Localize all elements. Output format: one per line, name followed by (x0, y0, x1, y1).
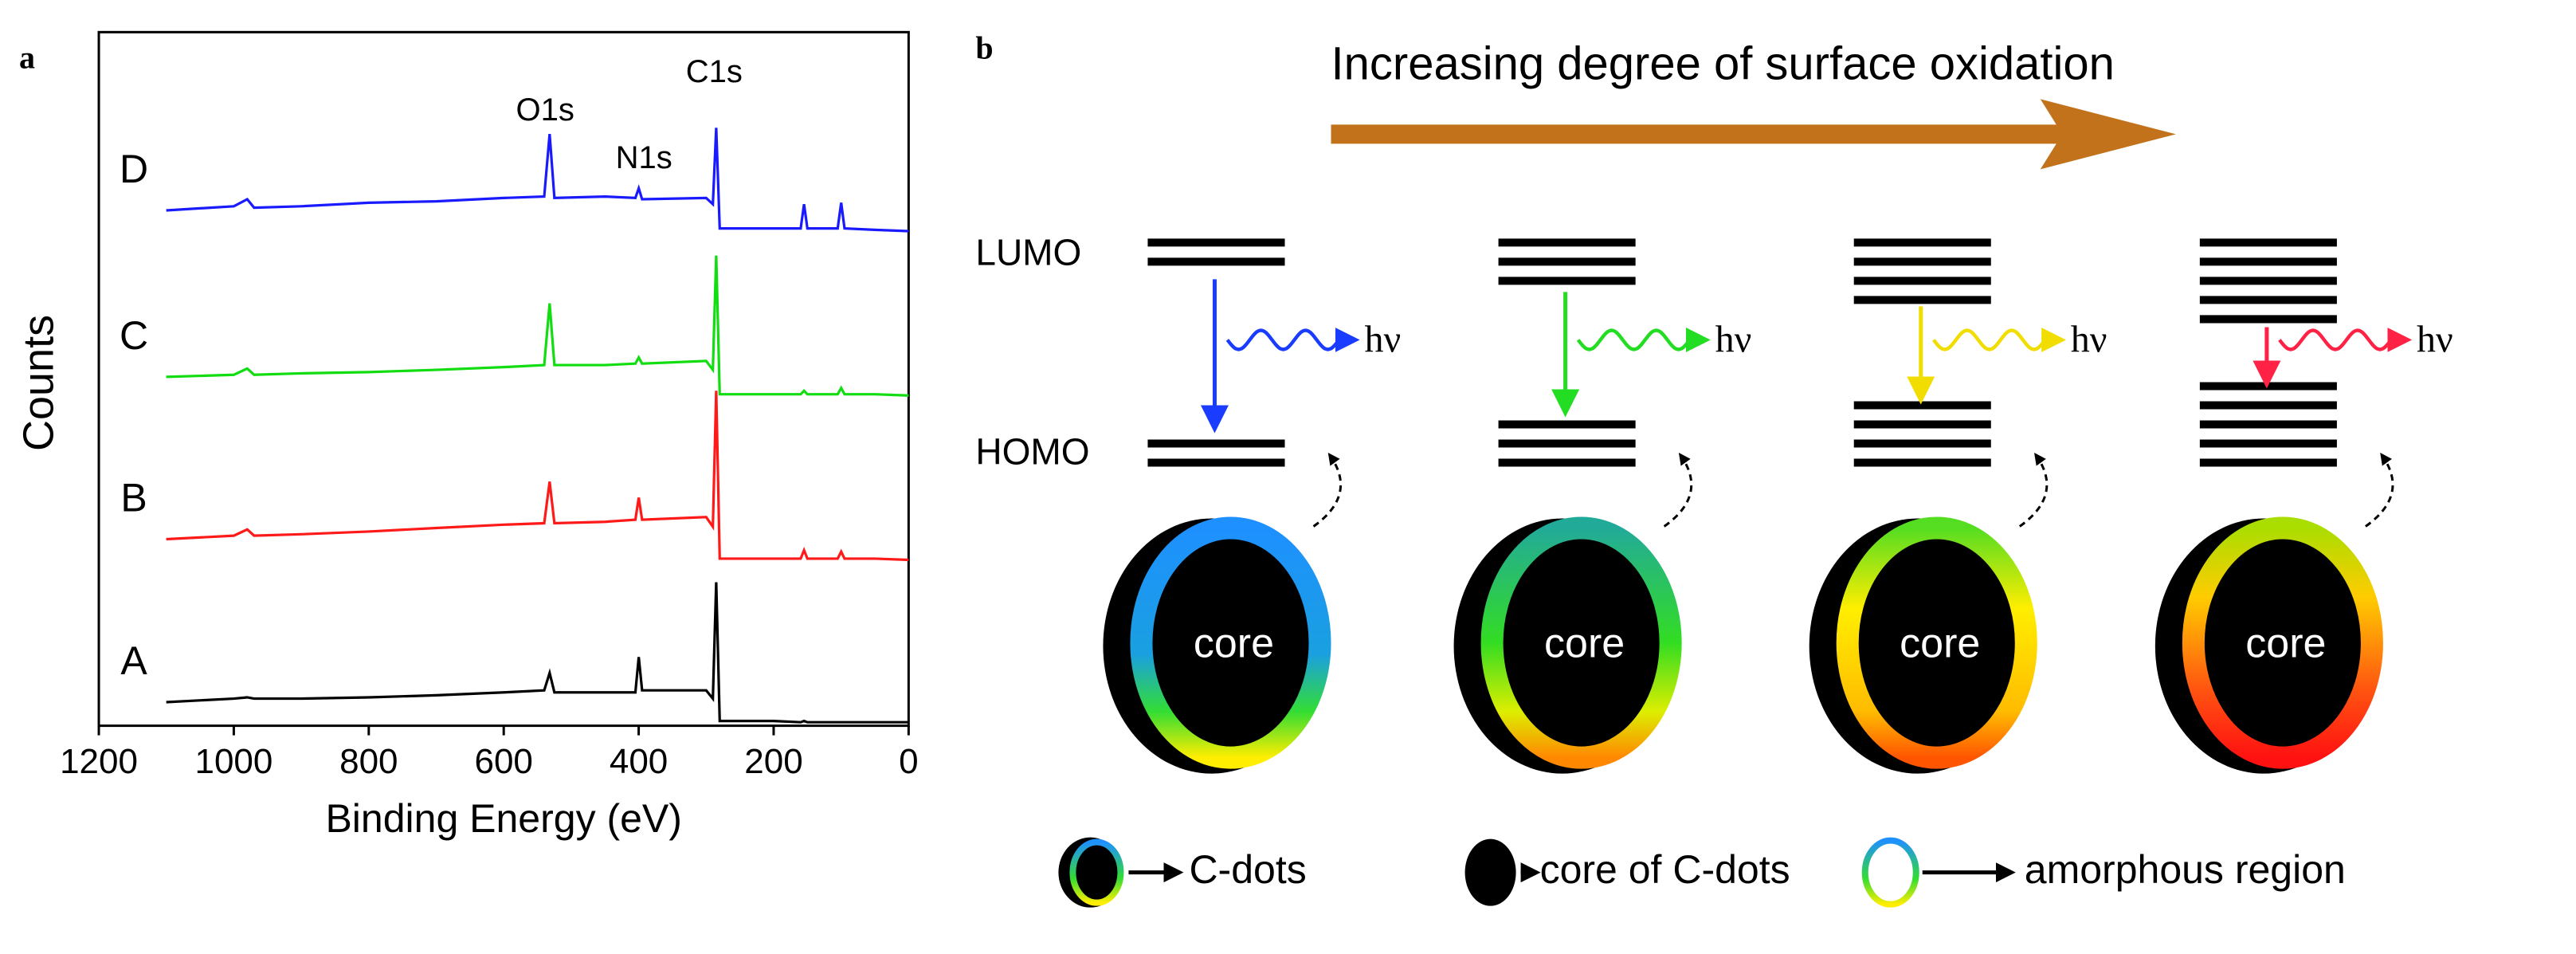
amorphous-shell (1130, 516, 1331, 769)
level-label: LUMO (975, 232, 1081, 273)
legend-label: core of C-dots (1540, 847, 1790, 892)
photon-wave (1576, 328, 1711, 352)
dashed-arrow (2365, 453, 2394, 528)
core-label: core (1544, 620, 1625, 666)
core-label: core (2245, 620, 2326, 666)
x-tick-label: 1000 (194, 742, 272, 781)
peak-label: O1s (516, 92, 574, 128)
spectrum-line (166, 582, 909, 724)
x-axis-label: Binding Energy (eV) (325, 796, 681, 841)
photon-label: hν (1715, 318, 1752, 360)
dashed-arrow (1663, 453, 1693, 528)
core-label: core (1194, 620, 1274, 666)
panel-label: a (19, 40, 35, 76)
x-tick-label: 400 (610, 742, 668, 781)
photon-wave (1225, 328, 1360, 352)
legend-core (1464, 838, 1516, 906)
y-axis-label: Counts (14, 315, 62, 451)
legend-shell (1861, 837, 1919, 908)
peak-label: N1s (616, 140, 672, 175)
photon-label: hν (1365, 318, 1402, 360)
x-tick-label: 800 (339, 742, 398, 781)
series-label: C (120, 313, 148, 358)
panel-label: b (975, 30, 993, 66)
amorphous-shell (2182, 516, 2383, 769)
peak-label: C1s (686, 54, 743, 89)
photon-label: hν (2071, 318, 2107, 360)
oxidation-arrow (1331, 99, 2176, 170)
x-tick-label: 1200 (60, 742, 138, 781)
spectrum-line (166, 128, 909, 233)
level-label: HOMO (975, 431, 1089, 473)
legend-label: C-dots (1189, 847, 1306, 892)
x-tick-label: 600 (474, 742, 532, 781)
photon-wave (2278, 328, 2413, 352)
series-label: A (120, 638, 147, 683)
core-label: core (1900, 620, 1980, 666)
legend-cdot-shell (1069, 838, 1124, 906)
legend-label: amorphous region (2025, 847, 2346, 892)
amorphous-shell (1836, 516, 2037, 769)
photon-wave (1932, 328, 2066, 352)
amorphous-shell (1480, 516, 1682, 769)
x-tick-label: 0 (899, 742, 918, 781)
spectrum-line (166, 391, 909, 562)
diagram-title: Increasing degree of surface oxidation (1331, 38, 2115, 90)
dashed-arrow (2018, 453, 2049, 528)
series-label: D (120, 147, 148, 191)
plot-frame (97, 30, 910, 728)
dashed-arrow (1312, 453, 1343, 528)
series-label: B (120, 476, 147, 520)
spectrum-line (166, 255, 909, 397)
photon-label: hν (2417, 318, 2453, 360)
x-tick-label: 200 (744, 742, 802, 781)
